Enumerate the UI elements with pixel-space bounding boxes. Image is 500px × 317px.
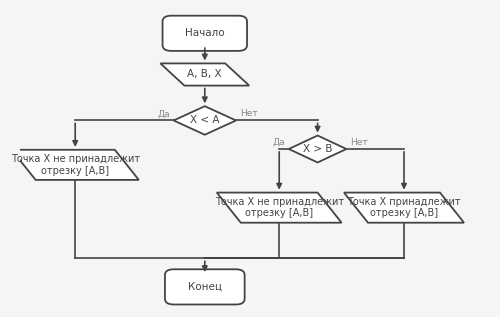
Text: Нет: Нет [240, 109, 258, 118]
Text: Начало: Начало [185, 28, 224, 38]
Text: Конец: Конец [188, 282, 222, 292]
Text: Точка Х не принадлежит
отрезку [А,В]: Точка Х не принадлежит отрезку [А,В] [10, 154, 140, 176]
Polygon shape [344, 193, 464, 223]
FancyBboxPatch shape [165, 269, 244, 304]
Polygon shape [217, 193, 342, 223]
Polygon shape [174, 106, 236, 135]
Polygon shape [160, 63, 249, 86]
Text: Х > В: Х > В [303, 144, 332, 154]
Text: Точка Х принадлежит
отрезку [А,В]: Точка Х принадлежит отрезку [А,В] [347, 197, 461, 218]
Text: Нет: Нет [350, 138, 368, 147]
Text: Да: Да [272, 138, 285, 147]
Text: Да: Да [157, 109, 170, 118]
Polygon shape [12, 150, 139, 180]
Text: А, В, Х: А, В, Х [188, 69, 222, 80]
FancyBboxPatch shape [162, 16, 247, 51]
Text: Точка Х не принадлежит
отрезку [А,В]: Точка Х не принадлежит отрезку [А,В] [214, 197, 344, 218]
Text: Х < А: Х < А [190, 115, 220, 126]
Polygon shape [289, 136, 346, 162]
